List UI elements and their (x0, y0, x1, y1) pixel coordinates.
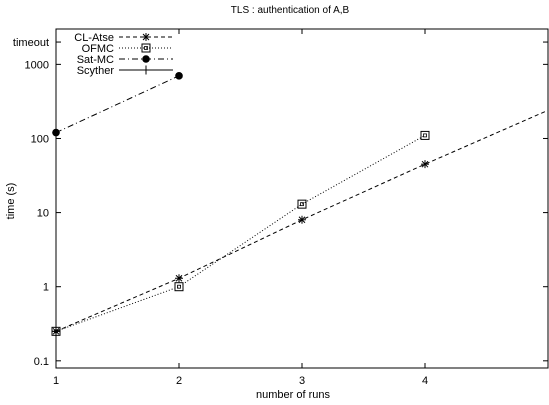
data-point-0-3 (421, 160, 429, 169)
legend-marker-3 (141, 65, 151, 75)
series-scyther (51, 326, 61, 336)
y-tick-label-5: timeout (13, 37, 49, 49)
series-line-1 (55, 134, 426, 332)
series-line-2 (55, 75, 180, 134)
data-point-3-0 (51, 326, 61, 336)
x-tick-label-2: 3 (299, 375, 305, 387)
series-cl-atse (52, 109, 549, 336)
legend-label-3: Scyther (77, 65, 115, 77)
x-tick-label-0: 1 (53, 375, 59, 387)
data-point-2-0 (52, 128, 60, 137)
y-tick-label-1: 1 (43, 282, 49, 294)
x-axis-label: number of runs (256, 389, 330, 401)
data-point-0-2 (298, 215, 306, 224)
x-tick-label-3: 4 (422, 375, 428, 387)
series-sat-mc (52, 72, 183, 137)
y-tick-label-4: 1000 (25, 59, 49, 71)
series-layer (51, 72, 549, 336)
legend-marker-2 (142, 55, 150, 63)
series-line-0 (55, 109, 549, 332)
legend-marker-1 (141, 43, 151, 53)
plot-frame (55, 28, 549, 369)
data-point-1-2 (297, 199, 307, 209)
data-point-0-1 (175, 274, 183, 283)
y-axis-label: time (s) (5, 183, 17, 220)
legend-label-2: Sat-MC (77, 54, 114, 66)
series-ofmc (51, 130, 430, 336)
data-point-1-1 (174, 282, 184, 292)
legend-label-1: OFMC (82, 43, 114, 55)
chart-title: TLS : authentication of A,B (231, 5, 350, 16)
data-point-2-1 (175, 72, 183, 80)
x-tick-label-1: 2 (176, 375, 182, 387)
data-point-1-3 (420, 130, 430, 140)
y-tick-label-2: 10 (37, 208, 49, 220)
y-tick-label-3: 100 (31, 133, 49, 145)
y-tick-label-0: 0.1 (34, 356, 49, 368)
axis-ticks: 1 2 3 4 0.1 1 10 100 1000 timeout (13, 29, 548, 387)
legend-marker-0 (142, 33, 150, 41)
legend-label-0: CL-Atse (74, 32, 114, 44)
